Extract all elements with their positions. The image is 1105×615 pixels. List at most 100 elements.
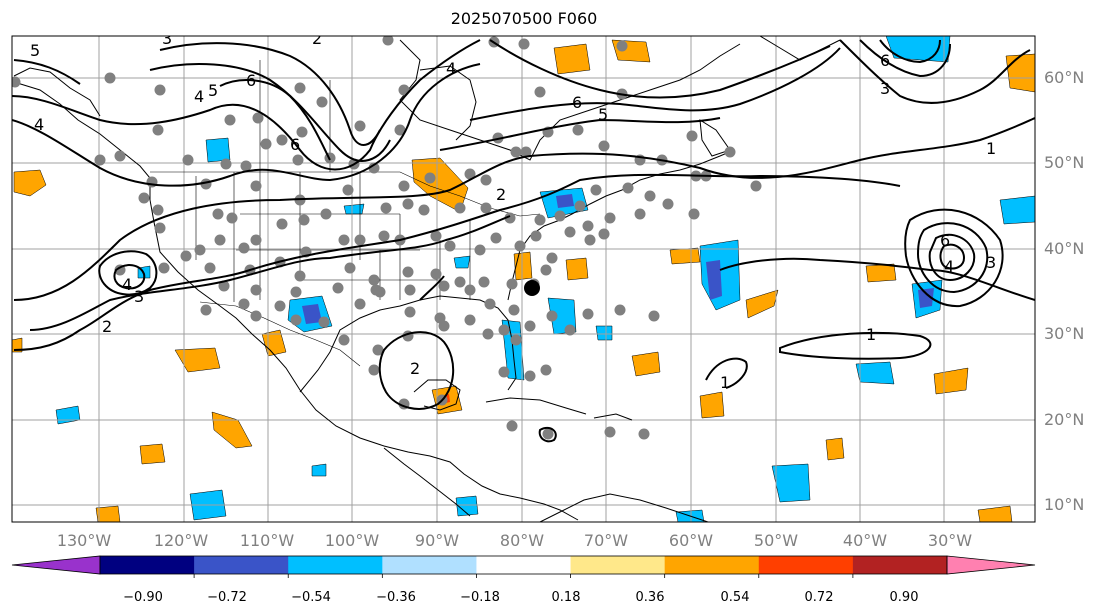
- station-dot: [724, 146, 736, 158]
- lon-label: 80°W: [500, 531, 544, 550]
- colorbar-tick-label: −0.72: [207, 590, 247, 605]
- gridlines: [12, 36, 1035, 522]
- anomaly-positive: [565, 257, 589, 281]
- colorbar-tick-label: −0.90: [123, 590, 163, 605]
- contour-line: [419, 275, 445, 301]
- station-dot: [372, 344, 384, 356]
- lon-label: 30°W: [928, 531, 972, 550]
- station-dot: [290, 286, 302, 298]
- contour-line: [219, 79, 331, 161]
- contour-line: [159, 42, 381, 146]
- station-dot: [318, 316, 330, 328]
- colorbar-segment: [100, 556, 195, 574]
- colorbar-tick-label: 0.54: [721, 590, 750, 605]
- station-dot: [454, 202, 466, 214]
- station-dot: [688, 208, 700, 220]
- colorbar-tick-label: 0.18: [552, 590, 581, 605]
- station-dot: [276, 134, 288, 146]
- station-dot: [220, 158, 232, 170]
- station-dot: [444, 240, 456, 252]
- coastline-alaska: [13, 67, 101, 117]
- coastline-yucatan: [413, 379, 461, 411]
- contour-line: [916, 222, 989, 294]
- station-dot: [250, 180, 262, 192]
- contour-label-4: 4: [944, 257, 954, 276]
- contour-label-4: 4: [194, 87, 204, 106]
- lat-label: 50°N: [1044, 153, 1084, 172]
- lon-label: 40°W: [843, 531, 887, 550]
- station-dot: [418, 204, 430, 216]
- contour-label-3: 3: [880, 79, 890, 98]
- contour-line: [489, 39, 831, 99]
- station-dot: [430, 230, 442, 242]
- station-dot: [298, 214, 310, 226]
- contour-label-2: 2: [410, 359, 420, 378]
- station-dot: [332, 282, 344, 294]
- lon-label: 90°W: [415, 531, 459, 550]
- station-dot: [534, 86, 546, 98]
- colorbar-extend-min: [11, 555, 101, 575]
- station-dot: [94, 154, 106, 166]
- contour-label-3: 3: [986, 253, 996, 272]
- station-dot: [252, 112, 264, 124]
- station-dot: [250, 284, 262, 296]
- anomaly-negative: [453, 255, 471, 269]
- contour-label-4: 4: [34, 115, 44, 134]
- contour-line: [13, 117, 1035, 301]
- anomaly-negative: [595, 325, 613, 341]
- map-panel: 5 3 2 5 4 6 6 4 4 6 5 2 1 3 6 4 3 2 2 1: [12, 36, 1035, 522]
- station-dot: [354, 298, 366, 310]
- longitude-labels: 130°W 120°W 110°W 100°W 90°W 80°W 70°W 6…: [57, 531, 972, 550]
- station-dot: [114, 150, 126, 162]
- contour-label-6: 6: [880, 51, 890, 70]
- station-dot: [574, 200, 586, 212]
- station-dot: [218, 280, 230, 292]
- station-dot: [484, 298, 496, 310]
- station-dot: [582, 308, 594, 320]
- anomaly-negative: [205, 137, 231, 163]
- anomaly-positive: [977, 505, 1013, 522]
- station-dot: [338, 234, 350, 246]
- station-dot: [482, 328, 494, 340]
- anomaly-negative: [885, 36, 951, 63]
- anomaly-negative: [302, 304, 322, 324]
- anomaly-positive: [13, 169, 47, 197]
- station-dot: [404, 306, 416, 318]
- lat-label: 10°N: [1044, 495, 1084, 514]
- anomaly-positive: [139, 443, 166, 465]
- anomaly-positive: [745, 289, 779, 319]
- coastline-canada-north: [399, 39, 741, 161]
- contour-line: [859, 39, 951, 78]
- station-dot: [370, 284, 382, 296]
- colorbar-frame: [99, 555, 948, 575]
- station-dot: [438, 320, 450, 332]
- station-dot: [238, 242, 250, 254]
- colorbar-segment: [382, 556, 477, 574]
- station-dot: [524, 370, 536, 382]
- storm-center-marker: [524, 280, 540, 296]
- colorbar-tick-label: 0.90: [890, 590, 919, 605]
- station-dot: [464, 284, 476, 296]
- contour-label-6: 6: [246, 71, 256, 90]
- anomaly-positive: [865, 263, 897, 283]
- station-dot: [540, 364, 552, 376]
- station-dot: [590, 184, 602, 196]
- station-dot: [478, 276, 490, 288]
- station-dot: [510, 334, 522, 346]
- station-dot: [294, 82, 306, 94]
- station-dot: [490, 232, 502, 244]
- station-dot: [542, 428, 554, 440]
- anomaly-positive: [95, 505, 121, 522]
- contour-line: [378, 331, 455, 410]
- station-dot: [520, 146, 532, 158]
- contour-label-5: 5: [30, 41, 40, 60]
- colorbar-tick-label: −0.54: [291, 590, 331, 605]
- contour-line: [13, 173, 901, 351]
- station-dot: [480, 202, 492, 214]
- station-dot: [454, 276, 466, 288]
- station-dot: [644, 190, 656, 202]
- anomaly-positive: [669, 247, 701, 265]
- contour-label-1: 1: [986, 139, 996, 158]
- lon-label: 50°W: [754, 531, 798, 550]
- anomaly-positive: [933, 367, 969, 395]
